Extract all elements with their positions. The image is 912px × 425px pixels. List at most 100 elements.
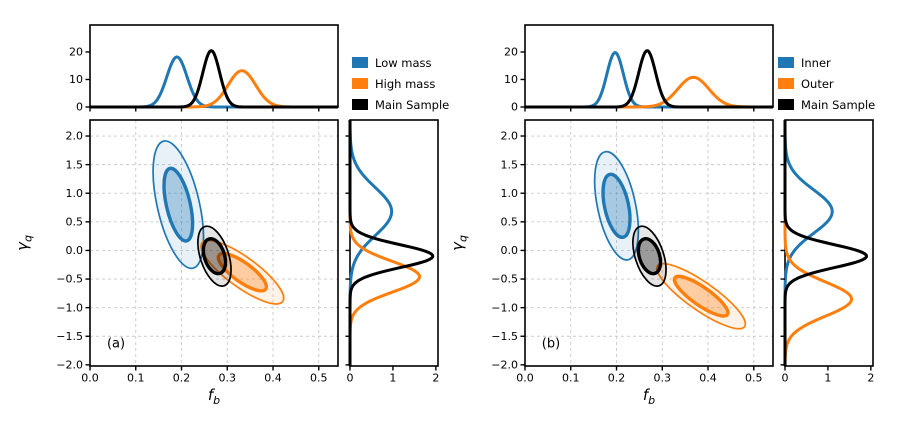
- legend-swatch-low-mass: [352, 57, 368, 68]
- top-marginal-curve-low-mass: [89, 55, 339, 109]
- main-plot-frame: [524, 119, 774, 367]
- top-marginal-curve-inner: [524, 51, 774, 109]
- tick-label: 1.0: [501, 187, 519, 200]
- panel-b: 0.0 0.1 0.2 0.3 0.4 0.5 2.0 1.5 1.0 0.5 0.0 −0.5 −1.…: [491, 24, 874, 385]
- tick-label: −1.0: [491, 301, 518, 314]
- tick-label: 1: [824, 372, 831, 385]
- tick-label: 0.3: [654, 372, 672, 385]
- legend-panel-b: Inner Outer Main Sample: [778, 52, 875, 115]
- ticks: [520, 51, 872, 371]
- tick-label: 0.4: [699, 372, 717, 385]
- y-axis-label-b-sub: q: [456, 235, 470, 243]
- panel-letter-b: (b): [541, 336, 561, 352]
- tick-label: 0.0: [516, 372, 534, 385]
- contour-inner-low-mass: [162, 166, 195, 243]
- legend-label-main-sample-b: Main Sample: [801, 97, 876, 112]
- legend-item-high-mass: High mass: [352, 73, 449, 94]
- tick-label: −2.0: [491, 359, 518, 372]
- x-axis-label-a-base: f: [207, 386, 214, 404]
- legend-swatch-inner: [778, 57, 794, 68]
- marginal-curves: [89, 49, 435, 367]
- right-marginal-curve-main-sample: [783, 119, 868, 367]
- tick-label: −0.5: [56, 273, 83, 286]
- tick-label: 0: [782, 372, 789, 385]
- tick-label: 0.2: [173, 372, 191, 385]
- legend-swatch-high-mass: [352, 78, 368, 89]
- tick-label: 1: [389, 372, 396, 385]
- tick-label: 0.0: [501, 244, 519, 257]
- legend-item-main-sample-a: Main Sample: [352, 94, 449, 115]
- panel-a: 0.0 0.1 0.2 0.3 0.4 0.5 2.0 1.5 1.0 0.5 0.0 −0.5 −1.…: [56, 24, 439, 385]
- tick-label: 20: [504, 46, 518, 59]
- right-marginal-curve-main-sample: [348, 119, 435, 367]
- contour-outer-high-mass: [200, 239, 285, 305]
- x-axis-label-b-sub: b: [648, 394, 656, 407]
- tick-label: 0.5: [745, 372, 763, 385]
- tick-label: 0.2: [608, 372, 626, 385]
- gridlines: [90, 120, 338, 366]
- contour-inner-inner: [601, 172, 632, 240]
- ticks: [85, 51, 437, 371]
- y-axis-label-a: γq: [14, 235, 35, 251]
- y-axis-label-a-sub: q: [21, 235, 35, 243]
- tick-label: 0.0: [81, 372, 99, 385]
- tick-label: 0.1: [127, 372, 145, 385]
- tick-label: −1.5: [491, 330, 518, 343]
- tick-label: −0.5: [491, 273, 518, 286]
- panel-letter-a: (a): [106, 336, 126, 352]
- gridlines: [525, 120, 773, 366]
- legend-item-inner: Inner: [778, 52, 875, 73]
- x-axis-label-a-sub: b: [213, 394, 221, 407]
- tick-label: 10: [69, 73, 83, 86]
- contour-inner-main-sample: [201, 236, 228, 276]
- legend-swatch-main-sample-a: [352, 99, 368, 110]
- legend-swatch-main-sample-b: [778, 99, 794, 110]
- legend-swatch-outer: [778, 78, 794, 89]
- tick-label: 0.5: [501, 216, 519, 229]
- marginal-curves: [524, 49, 868, 367]
- legend-label-outer: Outer: [801, 76, 834, 91]
- tick-label: −1.0: [56, 301, 83, 314]
- x-axis-label-b-base: f: [642, 386, 649, 404]
- tick-label: 0.3: [219, 372, 237, 385]
- tick-label: 0: [347, 372, 354, 385]
- legend-item-outer: Outer: [778, 73, 875, 94]
- x-axis-label-b: fb: [643, 386, 655, 407]
- top-marginal-plot-frame: [89, 24, 339, 108]
- tick-label: 1.5: [66, 158, 84, 171]
- legend-label-main-sample-a: Main Sample: [375, 97, 450, 112]
- tick-label: 10: [504, 73, 518, 86]
- contour-inner-outer: [672, 274, 730, 318]
- right-marginal-plot-frame: [349, 119, 439, 367]
- contours: [593, 150, 747, 330]
- legend-item-low-mass: Low mass: [352, 52, 449, 73]
- right-marginal-curve-outer: [783, 119, 854, 367]
- main-plot-frame: [89, 119, 339, 367]
- tick-label: 0.1: [562, 372, 580, 385]
- tick-label: 0.4: [264, 372, 282, 385]
- legend-label-high-mass: High mass: [375, 76, 436, 91]
- tick-label: 20: [69, 46, 83, 59]
- tick-label: −2.0: [56, 359, 83, 372]
- legend-label-inner: Inner: [801, 55, 831, 70]
- top-marginal-curve-main-sample: [89, 49, 339, 109]
- tick-label: 0.5: [310, 372, 328, 385]
- tick-label: 1.0: [66, 187, 84, 200]
- tick-label: −1.5: [56, 330, 83, 343]
- tick-label: 2: [432, 372, 439, 385]
- tick-label: 1.5: [501, 158, 519, 171]
- contours: [152, 140, 285, 305]
- y-axis-label-b-base: γ: [448, 242, 467, 251]
- tick-label: 0.5: [66, 216, 84, 229]
- right-marginal-curve-high-mass: [348, 119, 422, 367]
- tick-label: 0: [511, 101, 518, 114]
- y-axis-label-a-base: γ: [13, 242, 32, 251]
- legend-panel-a: Low mass High mass Main Sample: [352, 52, 449, 115]
- tick-label: 0.0: [66, 244, 84, 257]
- top-marginal-curve-high-mass: [89, 69, 339, 109]
- legend-item-main-sample-b: Main Sample: [778, 94, 875, 115]
- tick-label: 2.0: [66, 130, 84, 143]
- top-marginal-curve-main-sample: [524, 49, 774, 109]
